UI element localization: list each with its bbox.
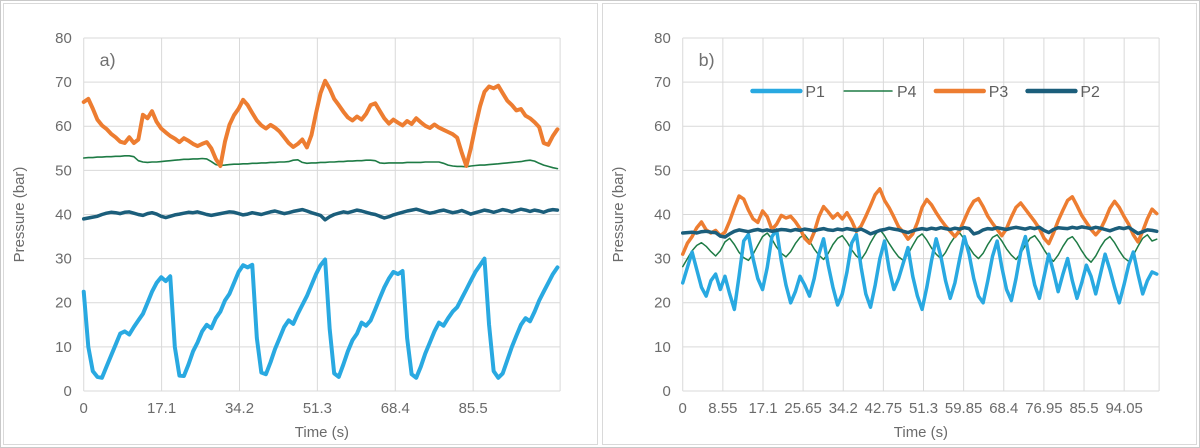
x-tick-label: 0	[80, 400, 88, 417]
y-tick-label: 70	[654, 74, 671, 91]
y-tick-label: 30	[654, 251, 671, 268]
x-tick-label: 59.85	[945, 400, 982, 417]
series-line-P2	[680, 225, 1159, 239]
x-axis-title: Time (s)	[295, 424, 349, 441]
x-tick-label: 85.5	[459, 400, 488, 417]
panel-b: 0 10 20 30 40 50 60 70 80 0 8.55 17.1 25.65 34.2 42.75…	[602, 3, 1197, 445]
x-tick-label: 51.3	[303, 400, 332, 417]
series-line-P3	[680, 187, 1159, 256]
series-line-P1	[81, 256, 560, 380]
x-tick-label: 34.2	[829, 400, 858, 417]
y-tick-label: 80	[654, 30, 671, 47]
x-tick-label: 25.65	[784, 400, 821, 417]
series-line-P4	[681, 228, 1158, 268]
x-tick-label: 17.1	[748, 400, 777, 417]
y-axis-title: Pressure (bar)	[610, 167, 627, 263]
x-tick-label: 17.1	[147, 400, 176, 417]
y-tick-label: 40	[654, 206, 671, 223]
y-tick-label: 80	[55, 30, 72, 47]
legend-label-P3: P3	[989, 84, 1009, 101]
x-tick-label: 94.05	[1105, 400, 1142, 417]
panel-a: 0 10 20 30 40 50 60 70 80 0 17.1 34.2 51.3 68.4 85.5 Ti…	[3, 3, 598, 445]
panel-letter: b)	[699, 50, 715, 70]
series-line-P3	[81, 78, 560, 168]
y-tick-label: 40	[55, 206, 72, 223]
legend-label-P1: P1	[805, 84, 825, 101]
y-tick-label: 0	[63, 383, 71, 400]
legend-label-P4: P4	[897, 84, 917, 101]
chart-b: 0 10 20 30 40 50 60 70 80 0 8.55 17.1 25.65 34.2 42.75…	[610, 30, 1160, 441]
y-tick-label: 70	[55, 74, 72, 91]
chart-a: 0 10 20 30 40 50 60 70 80 0 17.1 34.2 51.3 68.4 85.5 Ti…	[11, 30, 561, 441]
x-tick-label: 68.4	[381, 400, 410, 417]
x-tick-label: 34.2	[225, 400, 254, 417]
y-axis-title: Pressure (bar)	[11, 167, 28, 263]
x-tick-label: 51.3	[909, 400, 938, 417]
panel-letter: a)	[100, 50, 116, 70]
x-tick-label: 8.55	[708, 400, 737, 417]
y-tick-label: 60	[654, 118, 671, 135]
y-tick-label: 10	[55, 339, 72, 356]
y-tick-label: 60	[55, 118, 72, 135]
series-line-P2	[81, 207, 560, 222]
y-tick-label: 50	[55, 162, 72, 179]
y-tick-label: 20	[55, 295, 72, 312]
x-tick-label: 42.75	[865, 400, 902, 417]
legend-label-P2: P2	[1080, 84, 1100, 101]
y-tick-label: 50	[654, 162, 671, 179]
series-line-P1	[680, 228, 1159, 312]
y-tick-label: 10	[654, 339, 671, 356]
x-axis-title: Time (s)	[894, 424, 948, 441]
y-tick-label: 0	[662, 383, 670, 400]
x-tick-label: 85.5	[1069, 400, 1098, 417]
series-line-P4	[82, 155, 559, 170]
x-tick-label: 68.4	[989, 400, 1018, 417]
y-tick-label: 20	[654, 295, 671, 312]
x-tick-label: 76.95	[1025, 400, 1062, 417]
x-tick-label: 0	[679, 400, 687, 417]
y-tick-label: 30	[55, 251, 72, 268]
